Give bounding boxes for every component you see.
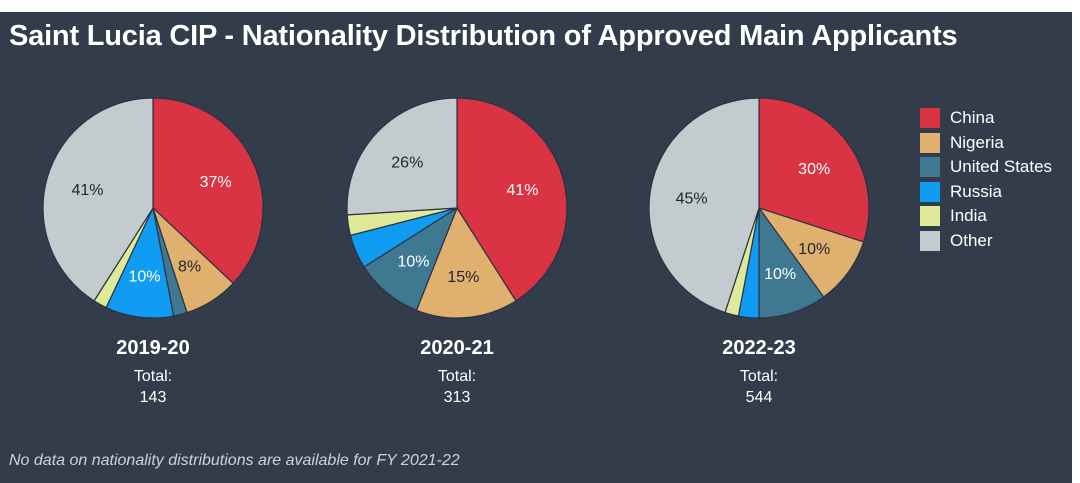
pie-slice-china <box>456 97 568 302</box>
legend-label: China <box>950 108 995 128</box>
legend-label: Russia <box>950 181 1002 201</box>
pie-chart-2022-23: 30% 10%10% 45% 2022-23 Total: 544 <box>648 97 870 406</box>
legend-label: Other <box>950 230 993 250</box>
legend: China Nigeria United States Russia India Othe… <box>920 106 1052 253</box>
pie-chart-2019-20: 37% 8% 10% 41% 2019-20 Total: 143 <box>42 97 264 406</box>
legend-swatch <box>920 230 940 251</box>
legend-swatch <box>920 157 940 178</box>
pie-slice-nigeria <box>415 206 517 319</box>
legend-item-nigeria: Nigeria <box>920 131 1052 156</box>
slice-label-united-states: 10% <box>764 266 796 283</box>
pie-slice-china <box>152 97 264 285</box>
legend-swatch <box>920 181 940 202</box>
total-value: 313 <box>444 389 471 406</box>
footnote: No data on nationality distributions are… <box>9 452 460 469</box>
slice-label-china: 30% <box>798 161 830 178</box>
total-value: 143 <box>140 389 167 406</box>
pie-slice-china <box>758 97 870 243</box>
slice-label-other: 45% <box>676 190 708 207</box>
pie-year-label: 2020-21 <box>420 337 493 359</box>
slice-label-nigeria: 8% <box>178 259 201 276</box>
chart-title: Saint Lucia CIP - Nationality Distributi… <box>9 20 958 52</box>
slice-label-nigeria: 10% <box>798 241 830 258</box>
pie-year-label: 2022-23 <box>722 337 795 359</box>
legend-item-other: Other <box>920 229 1052 254</box>
legend-item-united-states: United States <box>920 155 1052 180</box>
pie-slice-other <box>346 97 458 216</box>
slice-label-other: 26% <box>391 154 423 171</box>
slice-label-nigeria: 15% <box>447 269 479 286</box>
pie-chart-2020-21: 41% 15% 10% 26% 2020-21 Total: 313 <box>346 97 568 406</box>
legend-swatch <box>920 108 940 129</box>
legend-swatch <box>920 132 940 153</box>
legend-swatch <box>920 206 940 227</box>
total-caption: Total: <box>740 368 778 385</box>
legend-item-china: China <box>920 106 1052 131</box>
slice-label-china: 41% <box>506 182 538 199</box>
total-caption: Total: <box>438 368 476 385</box>
slice-label-russia: 10% <box>128 269 160 286</box>
legend-label: India <box>950 206 987 226</box>
pie-slice-other <box>42 97 154 302</box>
slice-label-other: 41% <box>71 182 103 199</box>
legend-label: United States <box>950 157 1053 177</box>
slice-label-china: 37% <box>200 174 232 191</box>
pie-year-label: 2019-20 <box>116 337 189 359</box>
total-caption: Total: <box>134 368 172 385</box>
legend-label: Nigeria <box>950 132 1004 152</box>
total-value: 544 <box>746 389 773 406</box>
legend-item-russia: Russia <box>920 180 1052 205</box>
pie-slice-other <box>648 97 760 314</box>
legend-item-india: India <box>920 204 1052 229</box>
slice-label-united-states: 10% <box>397 254 429 271</box>
